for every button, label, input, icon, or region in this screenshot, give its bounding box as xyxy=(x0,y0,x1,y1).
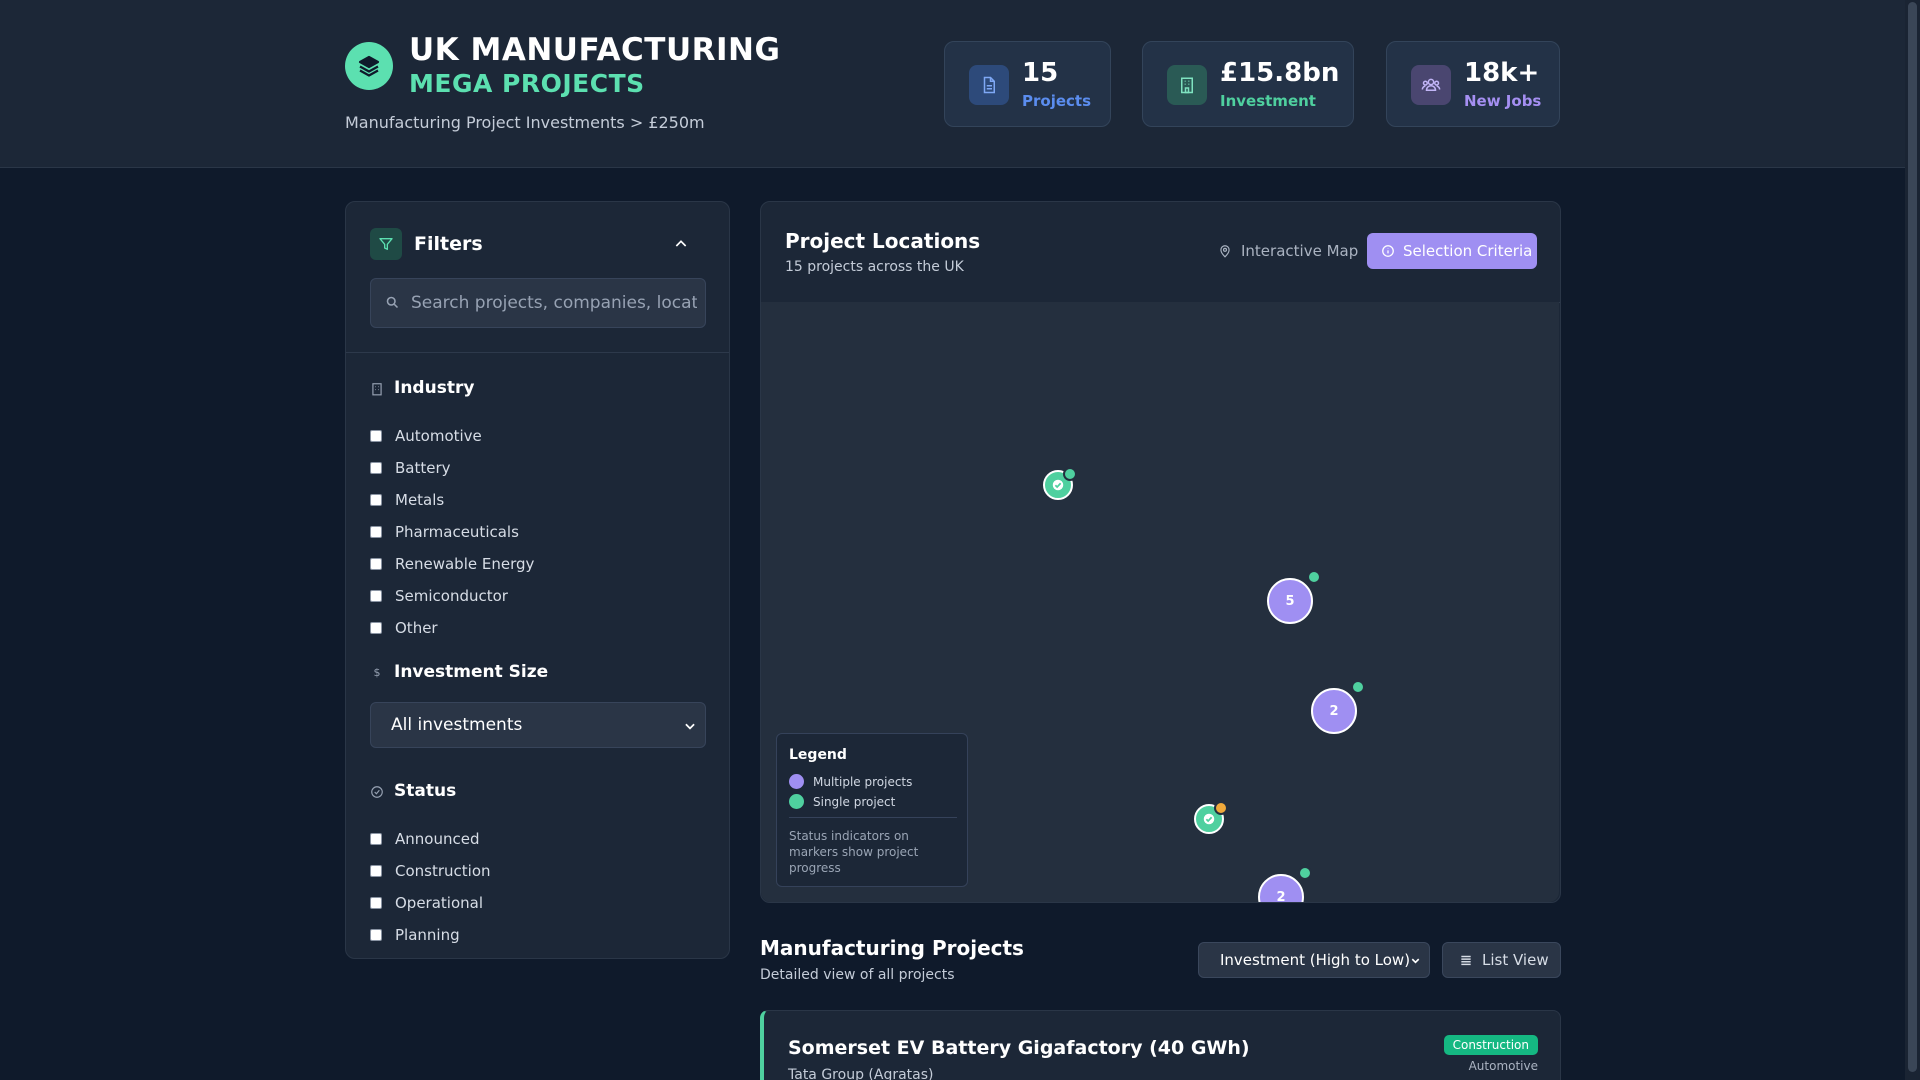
status-indicator-dot xyxy=(1298,866,1312,880)
checkbox-label: Operational xyxy=(395,894,484,912)
map-cluster-marker[interactable]: 5 xyxy=(1267,578,1313,624)
status-checkbox-announced[interactable]: Announced xyxy=(370,829,479,849)
checkbox-label: Other xyxy=(395,619,438,637)
selection-criteria-label: Selection Criteria xyxy=(1403,242,1533,260)
checkbox-label: Battery xyxy=(395,459,451,477)
stat-label: Projects xyxy=(1022,92,1092,110)
layers-logo-icon xyxy=(345,42,393,90)
scrollbar-thumb[interactable] xyxy=(1908,2,1917,1072)
checkbox-label: Metals xyxy=(395,491,445,509)
project-name: Somerset EV Battery Gigafactory (40 GWh) xyxy=(788,1037,1250,1059)
map-panel: Project Locations 15 projects across the… xyxy=(760,201,1561,903)
filters-title: Filters xyxy=(414,233,483,255)
status-checkbox-planning[interactable]: Planning xyxy=(370,925,460,945)
stat-card-jobs: 18k+ New Jobs xyxy=(1386,41,1560,127)
list-view-button[interactable]: List View xyxy=(1442,942,1561,978)
check-icon xyxy=(1052,479,1064,491)
building-icon xyxy=(372,383,382,396)
status-checkbox-construction[interactable]: Construction xyxy=(370,861,491,881)
interactive-map-label: Interactive Map xyxy=(1218,242,1358,260)
industry-checkbox-metals[interactable]: Metals xyxy=(370,490,444,510)
filter-icon xyxy=(370,228,402,260)
filters-panel: Filters Industry Automotive Battery Meta… xyxy=(345,201,730,959)
status-section-title: Status xyxy=(394,781,457,801)
status-checkbox-operational[interactable]: Operational xyxy=(370,893,483,913)
industry-checkbox-automotive[interactable]: Automotive xyxy=(370,426,482,446)
checkbox-label: Semiconductor xyxy=(395,587,508,605)
checkbox-label: Announced xyxy=(395,830,480,848)
legend-title: Legend xyxy=(789,747,847,763)
map-canvas[interactable]: 5 2 2 Legend Multiple projects Single pr… xyxy=(761,302,1559,902)
stat-card-projects: 15 Projects xyxy=(944,41,1111,127)
list-view-label: List View xyxy=(1482,951,1549,969)
stat-label: New Jobs xyxy=(1464,92,1542,110)
selection-criteria-button[interactable]: Selection Criteria xyxy=(1367,233,1537,269)
page-subtitle: Manufacturing Project Investments > £250… xyxy=(345,113,705,132)
document-icon xyxy=(969,65,1009,105)
divider xyxy=(346,352,729,353)
interactive-map-text: Interactive Map xyxy=(1241,242,1359,260)
collapse-chevron-up-icon[interactable] xyxy=(670,233,692,255)
chevron-down-icon xyxy=(1411,958,1420,964)
projects-subtitle: Detailed view of all projects xyxy=(760,967,955,983)
sort-select-value: Investment (High to Low) xyxy=(1220,951,1411,969)
map-subtitle: 15 projects across the UK xyxy=(785,259,964,275)
info-icon xyxy=(1382,245,1394,257)
industry-checkbox-renewable-energy[interactable]: Renewable Energy xyxy=(370,554,534,574)
status-indicator-dot xyxy=(1063,467,1077,481)
page-header: UK MANUFACTURING MEGA PROJECTS Manufactu… xyxy=(0,0,1905,168)
stat-value: 15 xyxy=(1022,58,1059,88)
search-icon xyxy=(386,296,399,309)
stat-card-investment: £15.8bn Investment xyxy=(1142,41,1354,127)
check-circle-icon xyxy=(371,786,383,798)
project-card[interactable]: Somerset EV Battery Gigafactory (40 GWh)… xyxy=(760,1010,1561,1080)
page-scrollbar[interactable] xyxy=(1905,0,1920,1080)
legend-item-multiple: Multiple projects xyxy=(789,774,912,789)
legend-label: Multiple projects xyxy=(813,774,913,789)
users-icon xyxy=(1411,65,1451,105)
project-company: Tata Group (Agratas) xyxy=(788,1067,934,1080)
divider xyxy=(789,817,957,818)
investment-size-select[interactable]: All investments xyxy=(370,702,706,748)
investment-select-value: All investments xyxy=(391,715,523,735)
map-pin-icon xyxy=(1220,245,1230,258)
building-icon xyxy=(1167,65,1207,105)
page-title-accent: MEGA PROJECTS xyxy=(409,69,645,98)
legend-item-single: Single project xyxy=(789,794,895,809)
status-indicator-dot xyxy=(1307,570,1321,584)
stat-value: 18k+ xyxy=(1464,58,1540,88)
check-icon xyxy=(1203,813,1215,825)
map-title: Project Locations xyxy=(785,229,981,253)
stat-label: Investment xyxy=(1220,92,1316,110)
checkbox-label: Pharmaceuticals xyxy=(395,523,519,541)
projects-title: Manufacturing Projects xyxy=(760,936,1024,960)
checkbox-label: Planning xyxy=(395,926,460,944)
list-icon xyxy=(1461,955,1471,966)
status-indicator-dot xyxy=(1214,801,1228,815)
legend-label: Single project xyxy=(813,794,896,809)
map-cluster-marker[interactable]: 2 xyxy=(1258,874,1304,902)
industry-checkbox-other[interactable]: Other xyxy=(370,618,438,638)
project-industry: Automotive xyxy=(1468,1059,1538,1073)
investment-section-title: Investment Size xyxy=(394,662,549,682)
status-badge: Construction xyxy=(1443,1035,1538,1055)
industry-checkbox-semiconductor[interactable]: Semiconductor xyxy=(370,586,508,606)
checkbox-label: Construction xyxy=(395,862,491,880)
map-cluster-marker[interactable]: 2 xyxy=(1311,688,1357,734)
industry-checkbox-pharmaceuticals[interactable]: Pharmaceuticals xyxy=(370,522,519,542)
industry-section-title: Industry xyxy=(394,378,475,398)
map-legend: Legend Multiple projects Single project … xyxy=(776,733,968,887)
status-indicator-dot xyxy=(1351,680,1365,694)
sort-select[interactable]: Investment (High to Low) xyxy=(1198,942,1430,978)
page-title: UK MANUFACTURING xyxy=(409,32,781,68)
checkbox-label: Automotive xyxy=(395,427,482,445)
search-input[interactable] xyxy=(411,279,697,327)
industry-checkbox-battery[interactable]: Battery xyxy=(370,458,451,478)
dollar-icon: $ xyxy=(373,666,381,679)
legend-note: Status indicators on markers show projec… xyxy=(789,829,919,875)
checkbox-label: Renewable Energy xyxy=(395,555,535,573)
chevron-down-icon xyxy=(685,723,695,730)
stat-value: £15.8bn xyxy=(1220,58,1340,88)
search-field[interactable] xyxy=(370,278,706,328)
